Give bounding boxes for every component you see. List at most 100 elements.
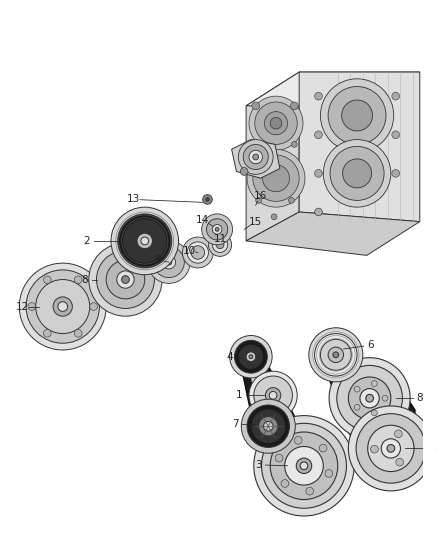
Circle shape <box>205 198 209 201</box>
Circle shape <box>117 271 134 288</box>
Circle shape <box>392 169 399 177</box>
Text: 14: 14 <box>196 215 209 225</box>
Circle shape <box>281 480 289 487</box>
Circle shape <box>43 276 51 284</box>
Circle shape <box>253 154 258 160</box>
Circle shape <box>74 329 82 337</box>
Circle shape <box>191 246 205 259</box>
Circle shape <box>19 263 106 350</box>
Circle shape <box>90 303 98 310</box>
Polygon shape <box>232 140 280 178</box>
Polygon shape <box>251 357 307 475</box>
Circle shape <box>392 131 399 139</box>
Circle shape <box>254 416 354 516</box>
Circle shape <box>328 347 343 362</box>
Circle shape <box>249 96 303 150</box>
Circle shape <box>122 276 129 284</box>
Circle shape <box>261 423 346 508</box>
Polygon shape <box>243 347 314 482</box>
Circle shape <box>187 242 208 263</box>
Polygon shape <box>246 72 299 241</box>
Circle shape <box>285 447 323 485</box>
Text: 4: 4 <box>226 352 233 362</box>
Circle shape <box>333 352 339 358</box>
Circle shape <box>319 444 327 452</box>
Text: 7: 7 <box>232 419 239 429</box>
Circle shape <box>201 214 233 245</box>
Polygon shape <box>334 353 409 455</box>
Circle shape <box>252 102 260 110</box>
Circle shape <box>296 458 312 473</box>
Circle shape <box>137 233 152 249</box>
Circle shape <box>300 462 308 470</box>
Text: 8: 8 <box>81 274 88 285</box>
Circle shape <box>371 381 377 386</box>
Circle shape <box>207 219 228 240</box>
Circle shape <box>348 406 433 491</box>
Circle shape <box>275 454 283 462</box>
Circle shape <box>314 334 357 376</box>
Circle shape <box>240 167 248 175</box>
Circle shape <box>309 328 363 382</box>
Circle shape <box>230 335 272 378</box>
Text: 2: 2 <box>84 236 90 246</box>
Circle shape <box>36 279 90 334</box>
Circle shape <box>321 340 351 370</box>
Circle shape <box>321 79 394 152</box>
Circle shape <box>249 150 262 164</box>
Circle shape <box>58 302 67 311</box>
Text: 8: 8 <box>417 393 423 403</box>
Text: 10: 10 <box>183 246 196 256</box>
Circle shape <box>265 387 281 403</box>
Circle shape <box>265 111 288 135</box>
Circle shape <box>294 437 302 444</box>
Circle shape <box>243 144 268 169</box>
Circle shape <box>249 371 297 419</box>
Circle shape <box>329 358 410 439</box>
Polygon shape <box>246 212 420 255</box>
Text: 9: 9 <box>154 255 161 265</box>
Circle shape <box>246 352 256 361</box>
Circle shape <box>238 140 273 174</box>
Circle shape <box>153 247 184 278</box>
Circle shape <box>387 445 395 453</box>
Circle shape <box>314 131 322 139</box>
Circle shape <box>74 276 82 284</box>
Circle shape <box>271 214 277 220</box>
Circle shape <box>162 255 176 269</box>
Circle shape <box>314 92 322 100</box>
Circle shape <box>314 208 322 216</box>
Circle shape <box>148 241 190 284</box>
Circle shape <box>216 241 224 249</box>
Circle shape <box>366 394 374 402</box>
Circle shape <box>241 399 295 453</box>
Circle shape <box>253 142 258 147</box>
Polygon shape <box>299 72 420 222</box>
Circle shape <box>111 207 179 274</box>
Circle shape <box>343 159 371 188</box>
Circle shape <box>330 147 384 200</box>
Circle shape <box>337 366 403 431</box>
Polygon shape <box>246 72 420 106</box>
Circle shape <box>392 92 399 100</box>
Circle shape <box>89 243 162 316</box>
Circle shape <box>28 303 36 310</box>
Circle shape <box>43 329 51 337</box>
Circle shape <box>96 251 155 309</box>
Circle shape <box>118 214 172 268</box>
Circle shape <box>291 142 297 147</box>
Circle shape <box>255 102 297 144</box>
Circle shape <box>182 237 213 268</box>
Circle shape <box>208 233 232 256</box>
Text: 3: 3 <box>255 460 262 470</box>
Text: 1: 1 <box>236 390 243 400</box>
Circle shape <box>264 422 273 431</box>
Text: 16: 16 <box>254 191 267 200</box>
Circle shape <box>106 260 145 299</box>
Circle shape <box>356 414 426 483</box>
Circle shape <box>395 430 402 438</box>
Circle shape <box>203 195 212 204</box>
Text: 6: 6 <box>367 340 374 350</box>
Circle shape <box>328 86 386 144</box>
Circle shape <box>289 198 294 203</box>
